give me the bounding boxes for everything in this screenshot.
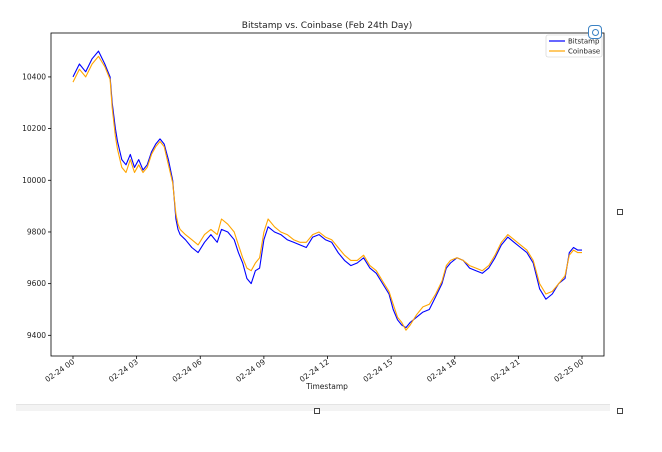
y-tick-label: 10200 [22,124,46,133]
x-tick-label: 02-24 09 [234,357,267,384]
series-lines [72,50,582,331]
plot-area [50,32,605,357]
y-tick-label: 10000 [22,176,46,185]
x-tick-label: 02-24 18 [425,357,458,384]
expand-view-button[interactable] [588,25,602,39]
x-tick-label: 02-25 00 [552,357,585,384]
y-axis: 9400 9600 9800 10000 10200 10400 [22,72,51,340]
y-tick-label: 10400 [22,72,46,81]
legend-label-coinbase: Coinbase [568,48,600,56]
legend-label-bitstamp: Bitstamp [568,38,600,46]
series-line-bitstamp [72,50,582,329]
x-tick-label: 02-24 06 [171,357,204,384]
x-tick-label: 02-24 03 [107,357,140,384]
chart-title: Bitstamp vs. Coinbase (Feb 24th Day) [242,21,412,31]
resize-handle-corner[interactable] [617,408,623,414]
x-axis: 02-24 00 02-24 03 02-24 06 02-24 09 02-24 12… [43,356,585,384]
horizontal-scrollbar[interactable] [16,404,610,411]
resize-handle-bottom[interactable] [314,408,320,414]
y-tick-label: 9800 [27,227,46,236]
x-tick-label: 02-24 15 [361,357,394,384]
x-tick-label: 02-24 00 [43,357,76,384]
x-axis-label: Timestamp [305,382,348,391]
y-tick-label: 9400 [27,331,46,340]
x-tick-label: 02-24 21 [489,357,522,384]
legend: Bitstamp Coinbase [545,34,603,58]
y-tick-label: 9600 [27,279,46,288]
series-line-coinbase [72,55,582,331]
resize-handle-right[interactable] [617,209,623,215]
x-tick-label: 02-24 12 [298,357,331,384]
